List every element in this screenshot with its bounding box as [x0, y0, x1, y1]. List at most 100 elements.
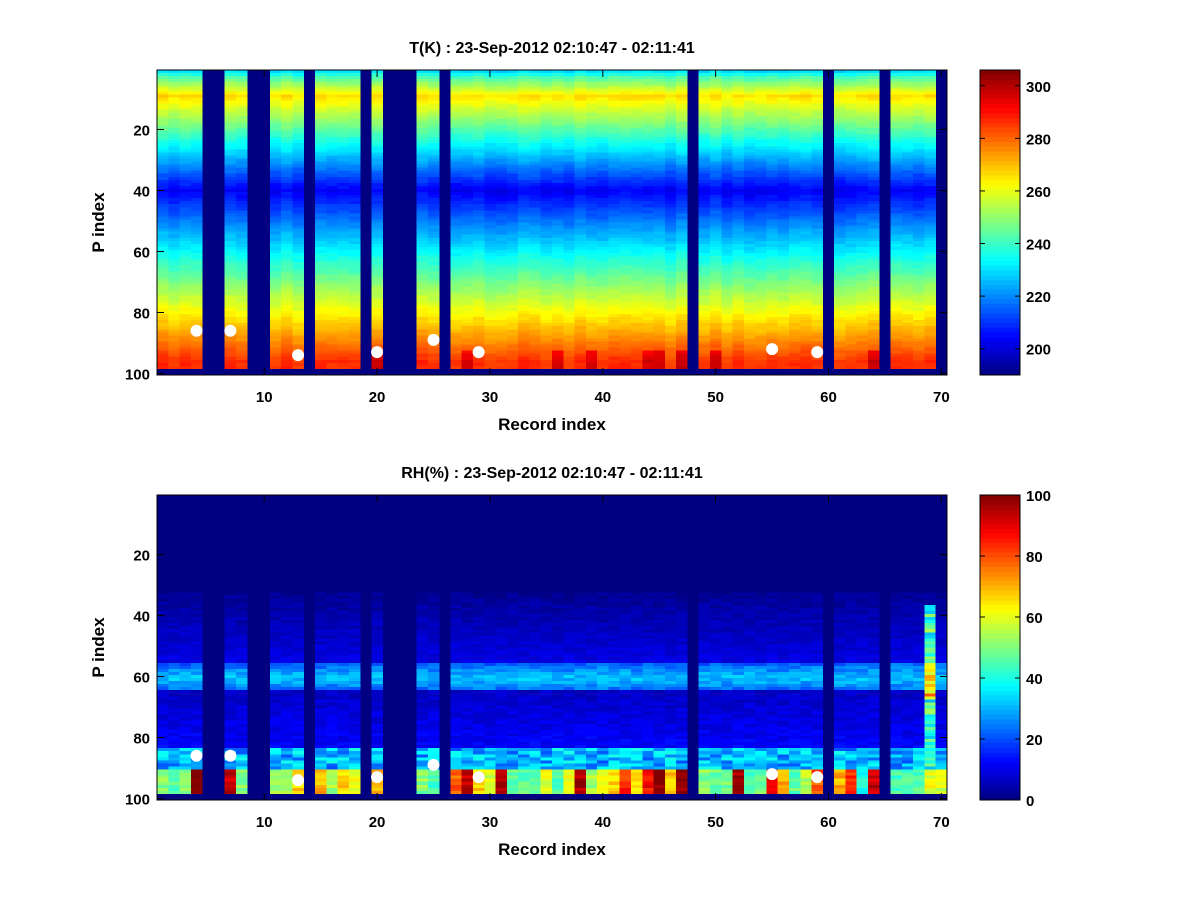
heatmap-cell: [179, 213, 192, 217]
heatmap-cell: [450, 118, 463, 123]
heatmap-cell: [800, 91, 812, 95]
heatmap-cell: [473, 277, 485, 281]
heatmap-cell: [732, 103, 745, 107]
heatmap-cell: [789, 70, 801, 74]
heatmap-cell: [653, 243, 666, 248]
heatmap-cell: [811, 73, 824, 77]
heatmap-cell: [416, 94, 429, 98]
heatmap-cell: [236, 259, 248, 263]
heatmap-cell: [642, 100, 654, 104]
heatmap-cell: [269, 329, 282, 333]
heatmap-cell: [698, 237, 711, 242]
heatmap-cell: [292, 94, 305, 98]
heatmap-cell: [631, 222, 643, 226]
heatmap-cell: [473, 70, 485, 74]
heatmap-cell: [179, 359, 192, 364]
heatmap-cell: [845, 335, 858, 339]
heatmap-cell: [168, 192, 180, 196]
heatmap-cell: [179, 161, 192, 165]
heatmap-cell: [461, 106, 474, 110]
heatmap-cell: [563, 94, 575, 98]
heatmap-cell: [856, 307, 869, 312]
heatmap-cell: [224, 298, 237, 303]
heatmap-cell: [179, 274, 192, 278]
heatmap-cell: [315, 118, 327, 123]
heatmap-cell: [631, 106, 643, 110]
heatmap-cell: [619, 173, 632, 178]
heatmap-cell: [179, 79, 192, 83]
heatmap-cell: [642, 259, 654, 263]
heatmap-cell: [642, 213, 654, 217]
heatmap-cell: [585, 216, 598, 220]
heatmap-cell: [585, 228, 598, 232]
heatmap-cell: [157, 204, 169, 208]
heatmap-cell: [619, 94, 632, 98]
heatmap-cell: [168, 161, 180, 165]
heatmap-cell: [642, 188, 654, 193]
heatmap-cell: [574, 158, 587, 162]
heatmap-cell: [585, 286, 598, 290]
heatmap-cell: [721, 118, 733, 123]
heatmap-cell: [269, 70, 282, 74]
heatmap-cell: [608, 350, 621, 354]
heatmap-cell: [506, 289, 519, 293]
heatmap-cell: [450, 234, 463, 239]
heatmap-cell: [461, 326, 474, 330]
heatmap-cell: [777, 173, 790, 178]
heatmap-cell: [506, 152, 519, 156]
heatmap-cell: [518, 204, 530, 208]
heatmap-cell: [371, 207, 384, 211]
heatmap-cell: [506, 179, 519, 184]
heatmap-cell: [236, 228, 248, 232]
heatmap-cell: [281, 79, 293, 83]
heatmap-cell: [269, 137, 282, 141]
heatmap-cell: [597, 350, 609, 354]
heatmap-cell: [348, 195, 361, 199]
heatmap-cell: [506, 353, 519, 357]
heatmap-cell: [845, 350, 858, 354]
heatmap-cell: [597, 155, 609, 159]
heatmap-cell: [473, 359, 485, 364]
heatmap-cell: [845, 213, 858, 217]
heatmap-cell: [348, 347, 361, 351]
heatmap-cell: [427, 137, 440, 141]
heatmap-cell: [811, 341, 824, 345]
heatmap-cell: [597, 137, 609, 141]
heatmap-cell: [619, 283, 632, 287]
heatmap-cell: [269, 332, 282, 336]
heatmap-cell: [326, 231, 338, 235]
heatmap-cell: [585, 234, 598, 239]
heatmap-cell: [800, 307, 812, 312]
heatmap-cell: [834, 219, 846, 223]
heatmap-cell: [484, 152, 496, 156]
heatmap-cell: [574, 246, 587, 251]
heatmap-cell: [856, 271, 869, 275]
heatmap-cell: [337, 88, 350, 92]
heatmap-cell: [721, 265, 733, 269]
heatmap-cell: [506, 307, 519, 312]
heatmap-cell: [710, 158, 722, 162]
heatmap-cell: [348, 292, 361, 296]
heatmap-cell: [427, 198, 440, 202]
heatmap-cell: [619, 243, 632, 248]
heatmap-cell: [834, 152, 846, 156]
heatmap-cell: [416, 304, 429, 309]
heatmap-cell: [326, 210, 338, 214]
heatmap-cell: [743, 359, 756, 364]
heatmap-cell: [732, 131, 745, 135]
heatmap-cell: [721, 347, 733, 351]
heatmap-cell: [506, 356, 519, 361]
heatmap-cell: [552, 134, 564, 138]
heatmap-cell: [461, 173, 474, 178]
heatmap-cell: [552, 146, 564, 150]
heatmap-cell: [800, 73, 812, 77]
heatmap-cell: [631, 164, 643, 168]
heatmap-cell: [179, 112, 192, 117]
heatmap-cell: [811, 335, 824, 339]
heatmap-cell: [168, 167, 180, 171]
heatmap-cell: [563, 149, 575, 153]
heatmap-cell: [664, 332, 677, 336]
heatmap-cell: [518, 341, 530, 345]
heatmap-cell: [653, 118, 666, 123]
heatmap-cell: [348, 320, 361, 324]
